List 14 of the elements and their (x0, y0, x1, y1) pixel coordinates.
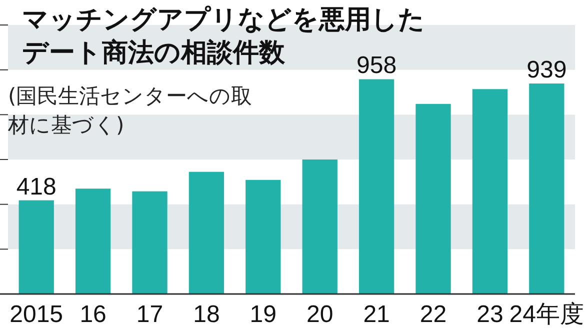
data-label: 958 (356, 52, 397, 80)
text: (国民生活センターへの取材に基づく) (8, 83, 254, 139)
x-tick-label: 23 (476, 301, 504, 328)
x-tick-label: 19 (250, 301, 276, 328)
x-tick-label: 22 (420, 301, 447, 328)
x-tick-label: 2015 (10, 301, 64, 328)
x-tick-label: 20 (306, 301, 334, 328)
x-tick-label: 21 (363, 301, 390, 328)
x-tick-label: 24年度 (509, 301, 584, 328)
data-label: 939 (526, 56, 567, 84)
data-label: 418 (16, 173, 56, 200)
x-tick-label: 18 (193, 301, 220, 328)
x-tick-label: 17 (136, 301, 164, 328)
x-tick-label: 16 (80, 301, 106, 328)
